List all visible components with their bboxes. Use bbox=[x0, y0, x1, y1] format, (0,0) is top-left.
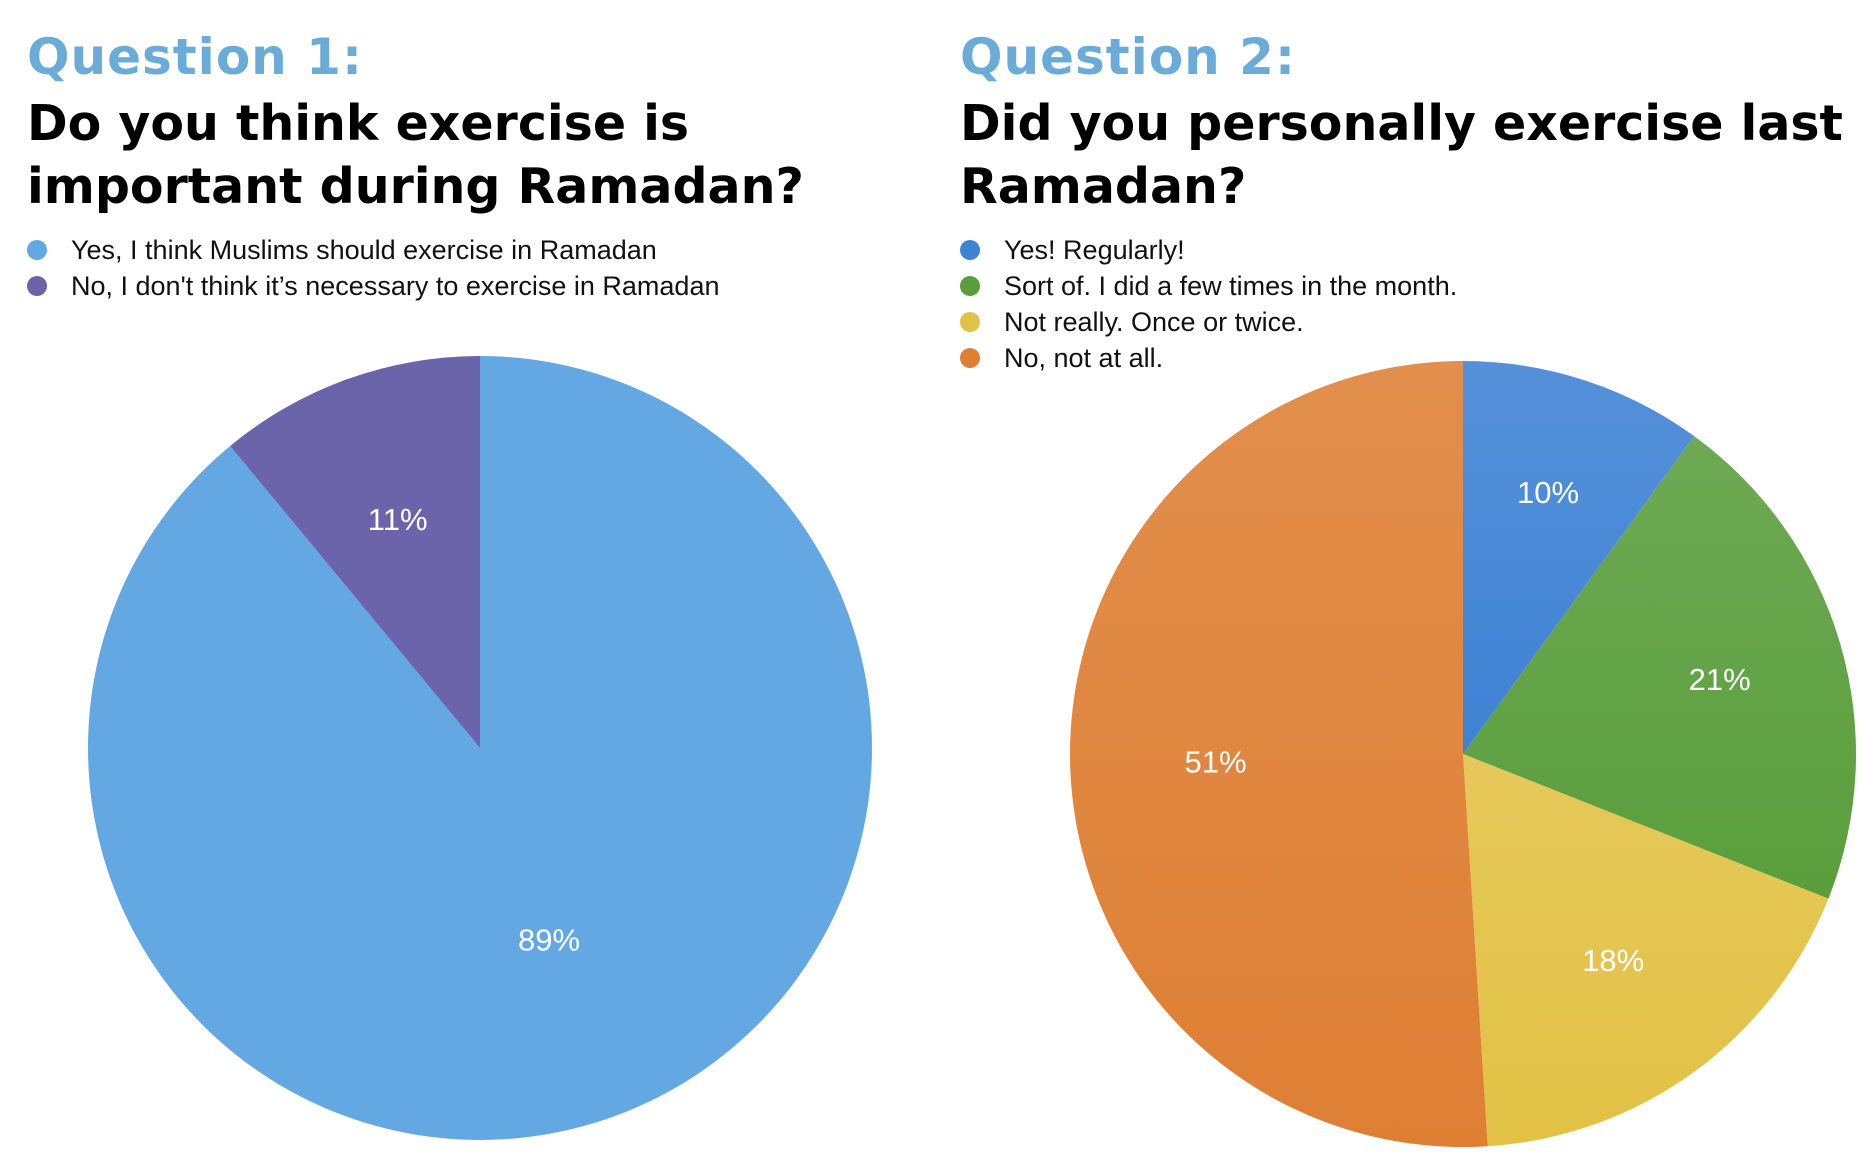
legend-label-not-at-all: No, not at all. bbox=[1004, 342, 1164, 373]
pie-slice-yes-regularly bbox=[1463, 361, 1694, 754]
legend-item-not-at-all: No, not at all. bbox=[960, 340, 1457, 376]
question-1-label: Question 1: bbox=[27, 28, 363, 86]
pie-label-not-really-once: 18% bbox=[1582, 943, 1644, 978]
legend-item-no: No, I don't think it’s necessary to exer… bbox=[27, 268, 719, 304]
question-1-legend: Yes, I think Muslims should exercise in … bbox=[27, 232, 719, 304]
question-1-title: Do you think exercise is important durin… bbox=[27, 95, 804, 215]
pie-slice-sort-of-i bbox=[1463, 436, 1856, 899]
legend-dot-sort-of bbox=[960, 276, 980, 296]
pie-label-yes-regularly: 10% bbox=[1517, 475, 1579, 510]
legend-label-sort-of: Sort of. I did a few times in the month. bbox=[1004, 270, 1458, 301]
question-1-pie-chart: 89% 11% bbox=[87, 356, 872, 1140]
legend-label-no: No, I don't think it’s necessary to exer… bbox=[71, 270, 720, 301]
pie-slice-no-not-at bbox=[1069, 361, 1488, 1147]
legend-label-not-really: Not really. Once or twice. bbox=[1004, 306, 1304, 337]
legend-label-yes: Yes, I think Muslims should exercise in … bbox=[71, 234, 657, 265]
question-2-label: Question 2: bbox=[960, 28, 1296, 86]
pie-slice-yes-i-think bbox=[87, 356, 872, 1140]
legend-item-sort-of: Sort of. I did a few times in the month. bbox=[960, 268, 1457, 304]
pie-label-no-not-at: 51% bbox=[1185, 744, 1247, 779]
pie-label-yes-i-think: 89% bbox=[518, 922, 580, 957]
legend-label-regularly: Yes! Regularly! bbox=[1004, 234, 1185, 265]
pie-label-sort-of-i: 21% bbox=[1689, 662, 1751, 697]
legend-item-yes: Yes, I think Muslims should exercise in … bbox=[27, 232, 719, 268]
question-2-legend: Yes! Regularly! Sort of. I did a few tim… bbox=[960, 232, 1457, 376]
legend-dot-not-really bbox=[960, 312, 980, 332]
chart-panel-question-1: Question 1: Do you think exercise is imp… bbox=[27, 28, 872, 1140]
pie-slice-no-i-don bbox=[230, 356, 480, 748]
legend-dot-yes bbox=[27, 240, 47, 260]
pie-slice-not-really-once bbox=[1463, 754, 1829, 1147]
legend-item-not-really: Not really. Once or twice. bbox=[960, 304, 1457, 340]
legend-dot-not-at-all bbox=[960, 348, 980, 368]
pie-label-no-i-don: 11% bbox=[368, 502, 428, 537]
question-2-pie-chart: 10% 21% 18% 51% bbox=[1069, 361, 1856, 1147]
legend-item-regularly: Yes! Regularly! bbox=[960, 232, 1457, 268]
legend-dot-regularly bbox=[960, 240, 980, 260]
legend-dot-no bbox=[27, 276, 47, 296]
chart-panel-question-2: Question 2: Did you personally exercise … bbox=[933, 0, 1866, 1176]
question-2-title: Did you personally exercise last Ramadan… bbox=[960, 95, 1843, 215]
